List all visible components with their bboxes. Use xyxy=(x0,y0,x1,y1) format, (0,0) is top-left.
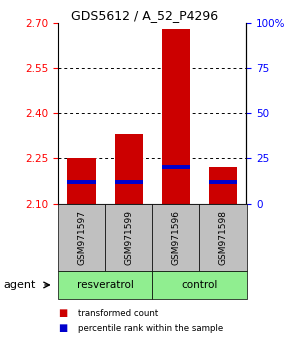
Bar xyxy=(152,204,200,271)
Text: transformed count: transformed count xyxy=(78,309,159,318)
Text: resveratrol: resveratrol xyxy=(77,280,134,290)
Text: GSM971597: GSM971597 xyxy=(77,210,86,265)
Bar xyxy=(67,181,96,184)
Text: agent: agent xyxy=(3,280,35,290)
Bar xyxy=(162,165,190,169)
Bar xyxy=(162,29,190,204)
Text: GSM971596: GSM971596 xyxy=(171,210,180,265)
Bar xyxy=(200,204,246,271)
Bar xyxy=(105,204,152,271)
Text: percentile rank within the sample: percentile rank within the sample xyxy=(78,324,224,333)
Text: GSM971599: GSM971599 xyxy=(124,210,133,265)
Bar xyxy=(115,181,143,184)
Text: GDS5612 / A_52_P4296: GDS5612 / A_52_P4296 xyxy=(71,9,219,22)
Bar xyxy=(209,181,237,184)
Text: ■: ■ xyxy=(58,308,67,318)
Text: GSM971598: GSM971598 xyxy=(218,210,227,265)
Bar xyxy=(115,135,143,204)
Bar xyxy=(152,271,246,299)
Text: control: control xyxy=(181,280,218,290)
Text: ■: ■ xyxy=(58,323,67,333)
Bar xyxy=(58,271,152,299)
Bar xyxy=(209,167,237,204)
Bar xyxy=(67,159,96,204)
Bar xyxy=(58,204,105,271)
